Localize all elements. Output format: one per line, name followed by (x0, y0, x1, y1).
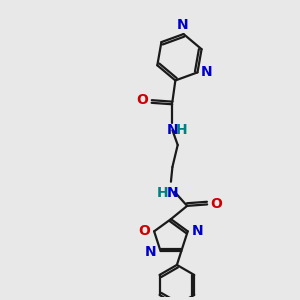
Text: N: N (145, 245, 156, 259)
Text: N: N (192, 224, 203, 238)
Text: O: O (211, 197, 223, 212)
Text: H: H (156, 186, 168, 200)
Text: N: N (176, 18, 188, 32)
Text: O: O (138, 224, 150, 238)
Text: H: H (176, 123, 188, 137)
Text: O: O (136, 93, 148, 107)
Text: N: N (167, 186, 178, 200)
Text: N: N (167, 123, 178, 137)
Text: N: N (201, 65, 213, 80)
